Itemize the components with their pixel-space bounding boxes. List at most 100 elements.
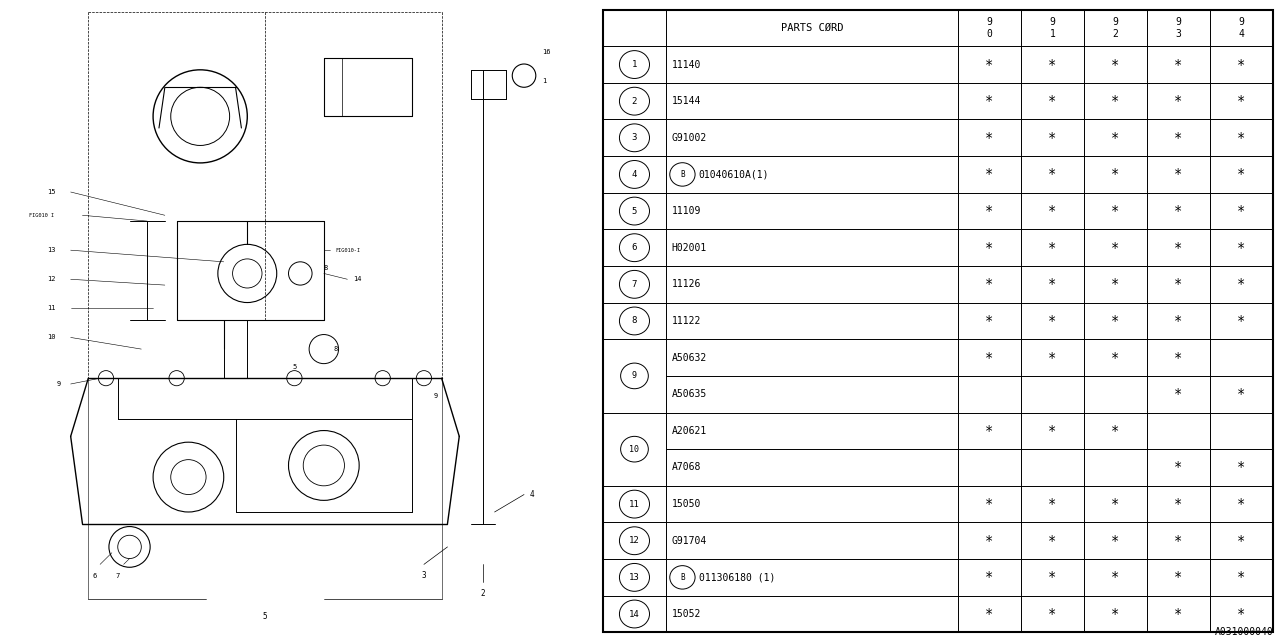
- Bar: [1084, 46, 1147, 83]
- Bar: [1084, 522, 1147, 559]
- Text: *: *: [1238, 461, 1245, 474]
- Text: 11109: 11109: [672, 206, 701, 216]
- Text: 11: 11: [628, 500, 640, 509]
- Bar: [1021, 83, 1084, 120]
- Text: *: *: [1111, 58, 1120, 72]
- Bar: [1147, 376, 1210, 413]
- Bar: [957, 303, 1021, 339]
- Bar: [1084, 156, 1147, 193]
- Bar: [1021, 339, 1084, 376]
- Text: *: *: [1048, 94, 1057, 108]
- Bar: [1021, 449, 1084, 486]
- Text: *: *: [1238, 168, 1245, 181]
- Text: *: *: [1111, 351, 1120, 365]
- Text: 9
3: 9 3: [1175, 17, 1181, 38]
- Bar: [1147, 486, 1210, 522]
- Text: FIG010 I: FIG010 I: [29, 212, 55, 218]
- Text: *: *: [1174, 461, 1183, 474]
- Bar: [1084, 339, 1147, 376]
- Text: *: *: [1048, 570, 1057, 584]
- Bar: [603, 339, 667, 413]
- Text: 10: 10: [630, 445, 640, 454]
- Bar: [957, 376, 1021, 413]
- Bar: [957, 120, 1021, 156]
- Bar: [667, 10, 957, 46]
- Bar: [957, 559, 1021, 596]
- Bar: [603, 486, 667, 522]
- Bar: [957, 193, 1021, 229]
- Text: 3: 3: [632, 133, 637, 142]
- Text: *: *: [1048, 241, 1057, 255]
- Bar: [1084, 193, 1147, 229]
- Bar: [1210, 46, 1274, 83]
- Bar: [1147, 46, 1210, 83]
- Text: *: *: [1238, 534, 1245, 548]
- Bar: [1147, 596, 1210, 632]
- Bar: [1147, 339, 1210, 376]
- Bar: [1210, 413, 1274, 449]
- Bar: [1084, 376, 1147, 413]
- Bar: [667, 266, 957, 303]
- Text: *: *: [1048, 424, 1057, 438]
- Bar: [1210, 522, 1274, 559]
- Bar: [1210, 449, 1274, 486]
- Text: *: *: [986, 424, 993, 438]
- Bar: [957, 46, 1021, 83]
- Text: 8: 8: [334, 346, 338, 352]
- Text: A7068: A7068: [672, 463, 701, 472]
- Bar: [603, 413, 667, 486]
- Bar: [1021, 120, 1084, 156]
- Bar: [1021, 522, 1084, 559]
- Bar: [667, 303, 957, 339]
- Text: *: *: [1174, 168, 1183, 181]
- Bar: [603, 266, 667, 303]
- Bar: [603, 10, 667, 46]
- Bar: [1210, 120, 1274, 156]
- Bar: [957, 156, 1021, 193]
- Bar: [1021, 266, 1084, 303]
- Bar: [1147, 303, 1210, 339]
- Text: 7: 7: [632, 280, 637, 289]
- Bar: [957, 83, 1021, 120]
- Bar: [667, 449, 957, 486]
- Bar: [1147, 229, 1210, 266]
- Text: 11122: 11122: [672, 316, 701, 326]
- Text: *: *: [1238, 58, 1245, 72]
- Text: *: *: [1174, 94, 1183, 108]
- Text: 4: 4: [530, 490, 535, 499]
- Bar: [1147, 193, 1210, 229]
- Bar: [1210, 303, 1274, 339]
- Text: *: *: [986, 131, 993, 145]
- Text: 9
0: 9 0: [987, 17, 992, 38]
- Text: *: *: [1238, 314, 1245, 328]
- Bar: [1021, 559, 1084, 596]
- Text: *: *: [1048, 168, 1057, 181]
- Bar: [1147, 10, 1210, 46]
- Bar: [667, 229, 957, 266]
- Bar: [957, 229, 1021, 266]
- Text: H02001: H02001: [672, 243, 707, 253]
- Bar: [603, 522, 667, 559]
- Bar: [1021, 303, 1084, 339]
- Bar: [603, 193, 667, 229]
- Text: *: *: [1174, 204, 1183, 218]
- Text: *: *: [1048, 277, 1057, 291]
- Bar: [1084, 229, 1147, 266]
- Text: 11126: 11126: [672, 279, 701, 289]
- Bar: [957, 10, 1021, 46]
- Bar: [603, 46, 667, 83]
- Text: *: *: [1174, 58, 1183, 72]
- Text: *: *: [1174, 387, 1183, 401]
- Text: *: *: [1238, 570, 1245, 584]
- Text: *: *: [1238, 497, 1245, 511]
- Text: 12: 12: [628, 536, 640, 545]
- Text: 7: 7: [115, 573, 120, 579]
- Bar: [1210, 596, 1274, 632]
- Bar: [603, 596, 667, 632]
- Text: *: *: [1111, 607, 1120, 621]
- Text: A20621: A20621: [672, 426, 707, 436]
- Bar: [1210, 266, 1274, 303]
- Text: 9: 9: [434, 392, 438, 399]
- Text: *: *: [1111, 534, 1120, 548]
- Text: 8: 8: [632, 316, 637, 326]
